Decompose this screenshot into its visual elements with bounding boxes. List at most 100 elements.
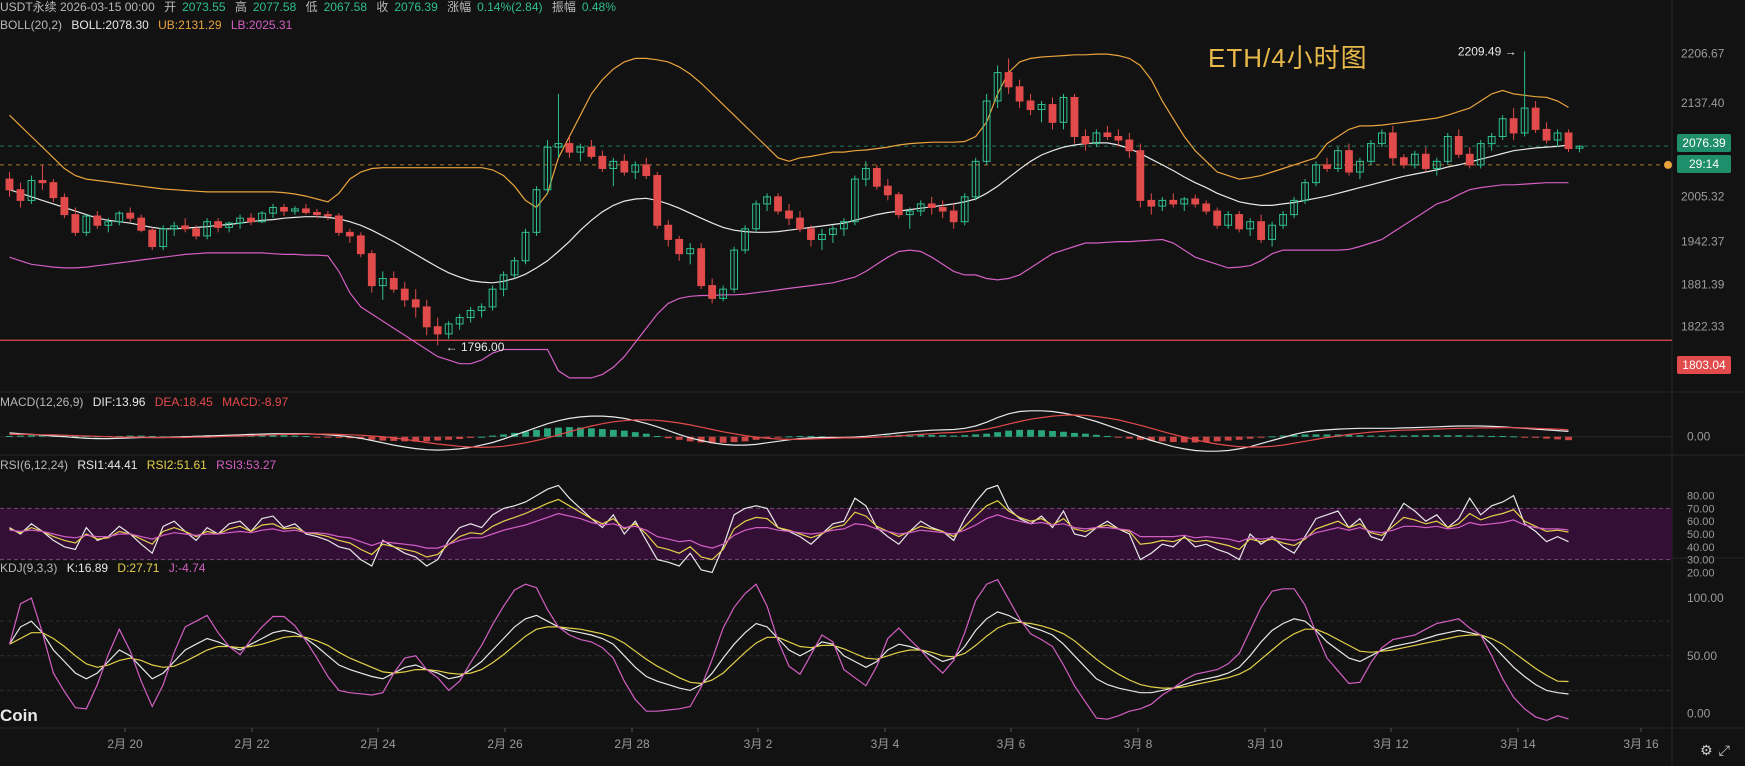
candle-body [1224,214,1233,226]
macd-histogram-bar [752,436,760,440]
candle-body [521,231,530,262]
candle-body [840,221,848,230]
candle-body [60,197,69,216]
macd-histogram-bar [1532,436,1539,438]
candle-body [1048,104,1057,123]
macd-histogram-bar [1202,436,1210,443]
macd-histogram-bar [1444,435,1452,437]
candle-body [1465,153,1474,166]
candle-body [631,164,640,173]
close-label: 收 [376,0,389,14]
x-axis-label: 3月 2 [744,737,773,751]
macd-histogram-bar [1082,433,1089,437]
candle-body [225,222,233,228]
macd-histogram-bar [1246,436,1254,439]
candle-body [642,164,651,177]
candle-body [850,178,859,223]
candle-body [1246,221,1255,230]
candle-body [1180,198,1189,205]
macd-histogram-bar [653,435,661,437]
macd-histogram-bar [1093,434,1100,437]
macd-histogram-bar [697,436,705,443]
candle-body [1312,164,1320,184]
candle-body [269,207,277,214]
candle-body [829,228,837,235]
macd-histogram-bar [1422,435,1430,437]
candle-body [1498,118,1507,137]
candle-body [1125,139,1134,152]
candle-body [1081,136,1090,145]
macd-histogram-bar [1433,435,1441,437]
macd-histogram-bar [1466,435,1474,437]
macd-histogram-bar [1554,436,1561,440]
x-axis-label: 3月 14 [1500,737,1536,751]
x-axis-label: 2月 20 [107,737,143,751]
toolbar-icons[interactable]: ⚙⤢ [1700,742,1736,759]
candle-body [38,180,47,184]
price-axis-label: 1942.37 [1681,234,1725,248]
candle-body [1410,153,1419,166]
macd-histogram-bar [478,436,485,438]
candle-body [554,143,563,148]
macd-histogram-bar [28,435,35,437]
candle-body [1487,136,1496,145]
candle-body [280,207,288,212]
candle-body [741,228,749,251]
price-axis-label: 2005.32 [1681,190,1725,204]
candle-body [752,203,760,230]
macd-histogram-bar [1312,434,1320,437]
candle-body [708,285,717,299]
x-axis-label: 2月 24 [360,737,396,751]
macd-histogram-bar [1411,435,1419,437]
symbol-date: USDT永续 2026-03-15 00:00 [0,0,155,14]
macd-dea: DEA:18.45 [154,395,213,409]
macd-histogram-bar [1180,436,1188,443]
macd-histogram-bar [785,436,793,438]
macd-histogram-bar [1213,436,1221,442]
macd-histogram-bar [115,435,123,437]
macd-histogram-bar [1027,429,1034,437]
candle-body [938,207,947,212]
chart-watermark: ETH/4小时图 [1208,43,1368,73]
candle-body [455,317,464,325]
macd-histogram-bar [346,436,354,439]
macd-histogram-bar [1136,436,1144,440]
expand-icon[interactable]: ⤢ [1718,742,1736,758]
kdj-j: J:-4.74 [168,561,206,575]
macd-histogram-bar [1147,436,1155,441]
candle-body [510,260,519,276]
countdown-marker [1664,160,1672,169]
candle-body [1026,100,1035,111]
macd-histogram-bar [1389,435,1397,437]
rsi1-value: RSI1:44.41 [77,458,138,472]
candle-body [71,214,80,233]
candle-body [1191,198,1200,205]
kdj-info: KDJ(9,3,3) K:16.89 D:27.71 J:-4.74 [0,561,211,575]
macd-histogram-bar [950,435,958,437]
x-axis-label: 3月 8 [1124,737,1153,751]
macd-dif: DIF:13.96 [92,395,146,409]
candle-body [214,221,222,228]
candle-body [894,194,903,216]
brand-logo: Coin [0,706,38,725]
candle-body [949,210,958,223]
macd-histogram-bar [1565,436,1572,441]
high-value: 2077.58 [252,0,297,14]
macd-histogram-bar [598,429,606,437]
candle-body [532,189,541,233]
macd-histogram-bar [730,436,738,443]
kdj-axis-label: 0.00 [1687,706,1711,720]
macd-histogram-bar [917,434,925,437]
candle-body [1158,199,1167,207]
candle-body [323,214,332,217]
macd-histogram-bar [620,430,628,437]
x-axis-label: 3月 10 [1247,737,1283,751]
candle-body [1542,128,1551,141]
candle-body [1213,210,1222,226]
macd-histogram-bar [1301,434,1309,437]
settings-icon[interactable]: ⚙ [1700,742,1719,758]
candle-body [1432,160,1441,169]
kdj-name: KDJ(9,3,3) [0,561,58,575]
candle-body [499,274,508,290]
